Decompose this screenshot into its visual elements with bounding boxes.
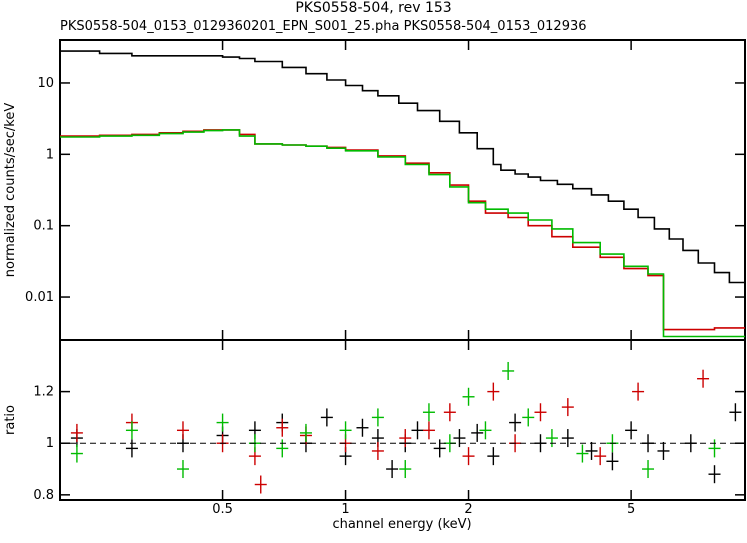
- chart-subtitle: PKS0558-504_0153_0129360201_EPN_S001_25.…: [60, 19, 587, 34]
- ratio-panel-frame: [59, 339, 746, 501]
- y-tick-label: 10: [37, 76, 54, 91]
- y-tick-label: 1.2: [33, 385, 54, 400]
- x-tick-label: 0.5: [212, 502, 233, 517]
- y-tick-label: 1: [46, 436, 54, 451]
- chart-title: PKS0558-504, rev 153: [295, 0, 452, 16]
- x-tick-label: 1: [341, 502, 349, 517]
- y-tick-label: 0.8: [33, 488, 54, 503]
- spectrum-panel-frame: [59, 39, 746, 341]
- y-tick-label: 1: [46, 147, 54, 162]
- spectrum-y-axis-title: normalized counts/sec/keV: [3, 103, 18, 278]
- y-tick-label: 0.01: [25, 290, 54, 305]
- ratio-y-axis-title: ratio: [3, 405, 18, 435]
- spectrum-series-line: [60, 129, 745, 338]
- x-tick-label: 5: [627, 502, 635, 517]
- y-tick-label: 0.1: [33, 219, 54, 234]
- spectrum-series-line: [60, 50, 745, 284]
- x-tick-label: 2: [464, 502, 472, 517]
- x-axis-title: channel energy (keV): [332, 517, 471, 532]
- spectrum-series-line: [60, 129, 745, 331]
